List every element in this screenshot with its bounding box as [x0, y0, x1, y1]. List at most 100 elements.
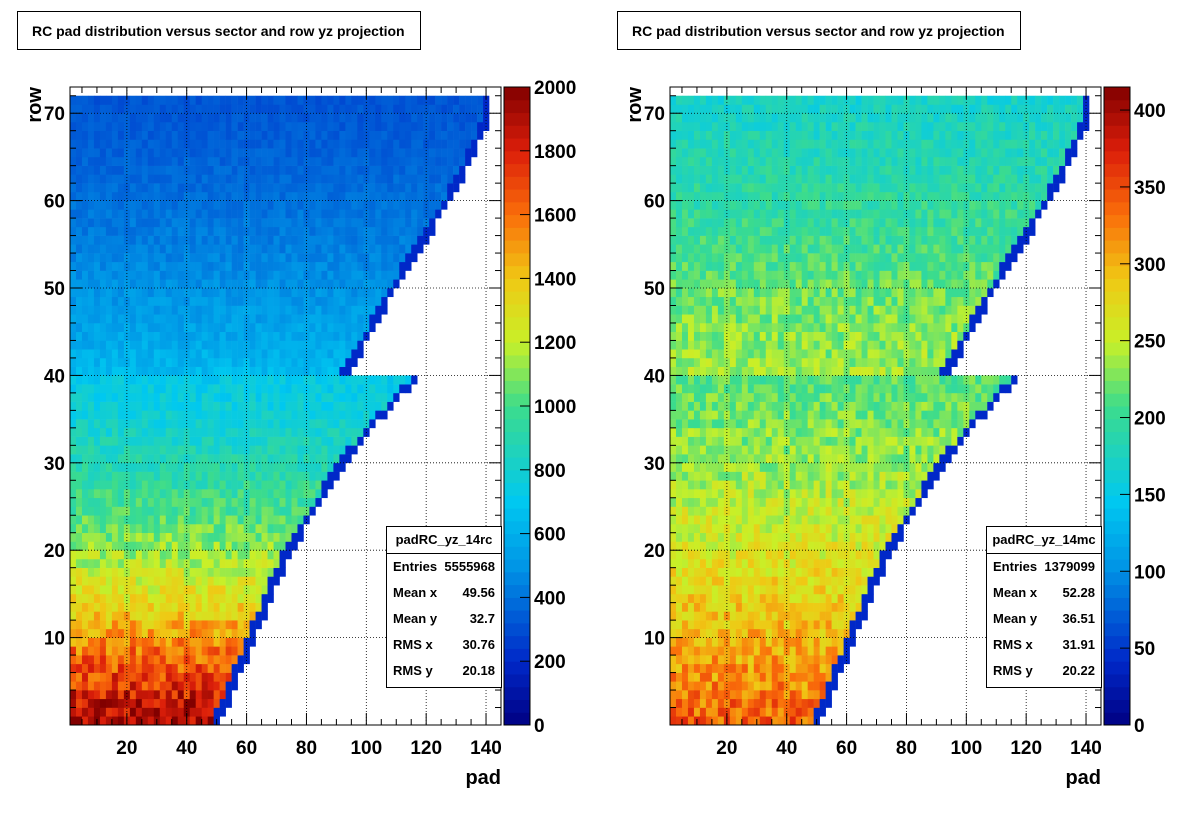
heatmap-cell [735, 454, 743, 464]
heatmap-cell [417, 95, 424, 105]
heatmap-cell [183, 183, 191, 193]
heatmap-cell [825, 690, 832, 700]
heatmap-cell [717, 550, 725, 560]
heatmap-cell [459, 174, 466, 184]
heatmap-cell [747, 576, 755, 586]
heatmap-cell [351, 121, 358, 131]
y-tick-label: 60 [44, 192, 65, 213]
heatmap-cell [801, 550, 808, 560]
stats-value: 49.56 [462, 585, 495, 600]
heatmap-cell [273, 462, 280, 472]
heatmap-cell [753, 506, 761, 516]
heatmap-cell [670, 585, 677, 595]
heatmap-cell [333, 305, 340, 315]
heatmap-cell [117, 322, 125, 333]
heatmap-cell [147, 532, 155, 542]
heatmap-cell [327, 200, 334, 210]
heatmap-cell [207, 288, 214, 298]
heatmap-cell [387, 121, 394, 131]
heatmap-cell [87, 305, 95, 315]
heatmap-cell [70, 707, 77, 717]
heatmap-cell [843, 602, 850, 612]
heatmap-cell [81, 637, 89, 647]
heatmap-cell [147, 305, 155, 315]
heatmap-cell [279, 506, 286, 516]
heatmap-cell [279, 253, 286, 263]
heatmap-cell [327, 296, 334, 306]
heatmap-cell [207, 121, 214, 131]
heatmap-cell [243, 349, 250, 359]
heatmap-cell [285, 515, 292, 525]
heatmap-cell [123, 445, 131, 455]
heatmap-cell [795, 471, 802, 481]
heatmap-cell [213, 392, 220, 402]
heatmap-cell [789, 489, 797, 499]
heatmap-cell [789, 523, 797, 534]
heatmap-cell [195, 209, 202, 219]
heatmap-cell [771, 681, 779, 691]
heatmap-cell [670, 681, 677, 691]
heatmap-cell [75, 716, 83, 726]
heatmap-cell [291, 410, 298, 420]
heatmap-cell [303, 156, 310, 166]
heatmap-cell [111, 489, 119, 499]
heatmap-cell [147, 436, 155, 446]
heatmap-cell [819, 480, 826, 490]
heatmap-cell [141, 620, 149, 630]
heatmap-cell [747, 646, 755, 656]
heatmap-cell [783, 480, 791, 490]
heatmap-cell [135, 121, 143, 131]
heatmap-cell [129, 270, 137, 280]
heatmap-cell [729, 427, 737, 437]
heatmap-cell [777, 690, 785, 700]
heatmap-cell [795, 655, 802, 665]
heatmap-cell [129, 235, 137, 245]
heatmap-cell [711, 532, 719, 542]
heatmap-cell [135, 611, 143, 621]
heatmap-cell [357, 165, 364, 175]
heatmap-cell [855, 506, 862, 516]
heatmap-cell [219, 314, 226, 324]
heatmap-cell [681, 585, 689, 595]
heatmap-cell [147, 235, 155, 245]
heatmap-cell [87, 244, 95, 254]
heatmap-cell [165, 567, 173, 577]
heatmap-cell [70, 331, 77, 341]
heatmap-cell [399, 384, 406, 394]
heatmap-cell [825, 602, 832, 612]
heatmap-cell [213, 532, 220, 542]
heatmap-cell [771, 628, 779, 638]
heatmap-cell [711, 698, 719, 708]
heatmap-cell [297, 253, 304, 263]
heatmap-cell [195, 436, 202, 446]
heatmap-cell [135, 541, 143, 551]
heatmap-cell [321, 270, 328, 280]
heatmap-cell [225, 576, 232, 586]
heatmap-cell [261, 611, 268, 621]
heatmap-cell [99, 191, 107, 201]
colorbar-segment [504, 546, 530, 560]
heatmap-cell [819, 707, 826, 717]
colorbar-segment [504, 469, 530, 484]
stats-value: 30.76 [462, 637, 495, 652]
heatmap-cell [267, 471, 274, 481]
heatmap-cell [141, 515, 149, 525]
heatmap-cell [141, 419, 149, 429]
heatmap-cell [183, 261, 191, 271]
heatmap-cell [345, 244, 352, 254]
heatmap-cell [93, 226, 101, 236]
heatmap-cell [387, 191, 394, 201]
heatmap-cell [441, 200, 448, 210]
heatmap-cell [273, 401, 280, 411]
heatmap-cell [825, 532, 832, 542]
heatmap-cell [261, 410, 268, 420]
heatmap-cell [70, 489, 77, 499]
heatmap-cell [141, 489, 149, 499]
heatmap-cell [357, 253, 364, 263]
heatmap-cell [429, 183, 436, 193]
heatmap-cell [165, 392, 173, 402]
heatmap-cell [699, 489, 707, 499]
heatmap-cell [261, 462, 268, 472]
heatmap-cell [231, 672, 238, 682]
heatmap-cell [321, 174, 328, 184]
